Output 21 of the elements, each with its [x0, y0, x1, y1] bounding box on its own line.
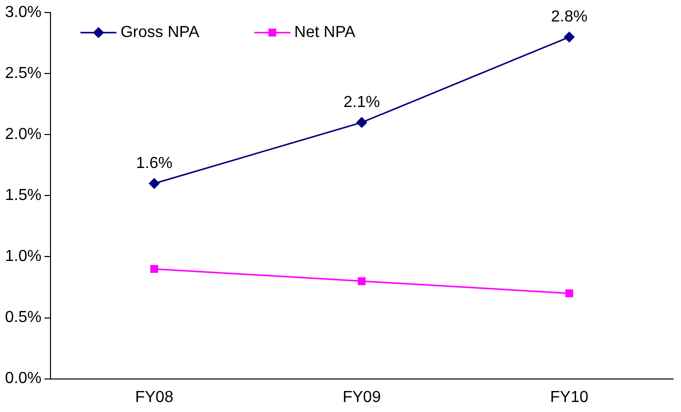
- y-tick-label: 3.0%: [5, 4, 42, 22]
- x-tick-label: FY10: [550, 388, 588, 406]
- y-tick-label: 1.0%: [5, 248, 42, 266]
- data-label: 2.8%: [551, 8, 588, 26]
- y-tick-label: 2.0%: [5, 126, 42, 144]
- y-tick-label: 0.5%: [5, 309, 42, 326]
- legend-label: Gross NPA: [120, 24, 200, 42]
- x-tick-label: FY09: [342, 388, 381, 406]
- data-label: 2.1%: [344, 94, 380, 111]
- y-tick-label: 2.5%: [5, 65, 42, 82]
- point: [148, 178, 160, 189]
- point: [564, 32, 574, 42]
- y-tick-label: 1.5%: [5, 187, 42, 204]
- data-label: 1.6%: [136, 154, 172, 172]
- x-tick-label: FY08: [135, 388, 174, 406]
- point: [150, 265, 158, 273]
- point: [565, 289, 574, 298]
- point: [358, 277, 366, 286]
- legend-label: Net NPA: [294, 24, 356, 42]
- point: [356, 117, 367, 128]
- y-tick-label: 0.0%: [5, 370, 42, 388]
